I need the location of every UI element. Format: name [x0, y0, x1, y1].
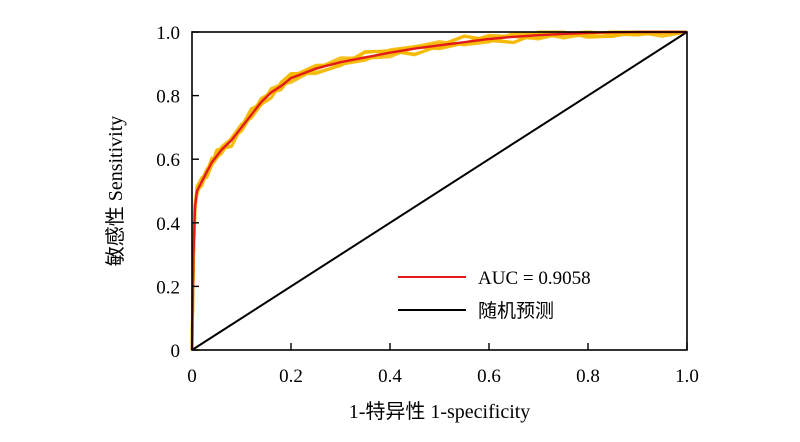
x-tick-label: 1.0	[675, 366, 699, 387]
y-tick-label: 0	[171, 341, 181, 362]
axis-tick-labels: 0 0.2 0.4 0.6 0.8 1.0 0 0.2 0.4 0.6 0.8 1.0	[156, 23, 699, 387]
y-tick-label: 0.8	[156, 87, 180, 108]
plot-frame	[191, 31, 688, 351]
x-tick-label: 0.2	[279, 366, 303, 387]
x-tick-label: 0.6	[477, 366, 501, 387]
y-tick-label: 0.2	[156, 277, 180, 298]
roc-curve	[190, 30, 687, 351]
legend-label-random: 随机预测	[478, 300, 554, 322]
y-tick-label: 1.0	[156, 23, 180, 44]
x-axis-title: 1-特异性 1-specificity	[349, 400, 531, 423]
series-layer	[190, 30, 688, 351]
x-tick-label: 0.4	[378, 366, 402, 387]
x-tick-label: 0	[187, 366, 197, 387]
y-axis-title: 敏感性 Sensitivity	[104, 116, 127, 267]
legend-label-auc: AUC = 0.9058	[478, 268, 591, 289]
axis-ticks	[191, 31, 688, 351]
random-diagonal	[191, 31, 688, 351]
x-tick-label: 0.8	[576, 366, 600, 387]
y-tick-label: 0.4	[156, 214, 180, 235]
legend: AUC = 0.9058 随机预测	[398, 268, 591, 322]
y-tick-label: 0.6	[156, 150, 180, 171]
